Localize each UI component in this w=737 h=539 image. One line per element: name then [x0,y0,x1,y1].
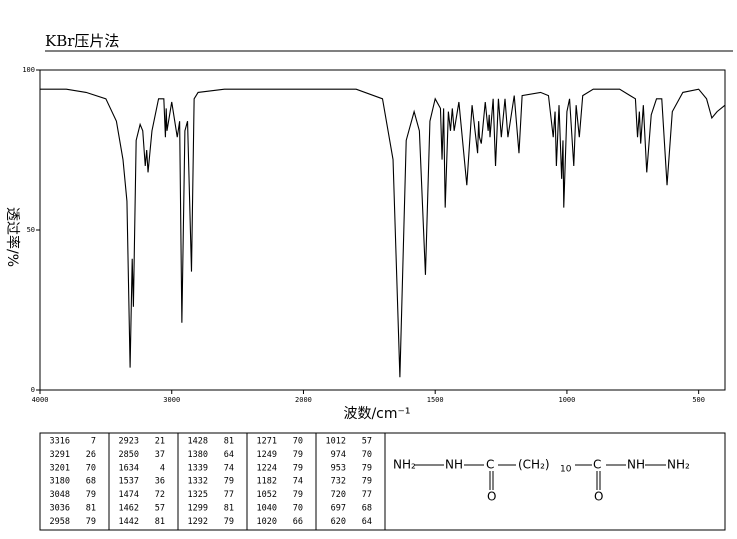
atom: NH [445,458,463,472]
y-axis-label: 透过率/% [4,207,21,267]
peak-transmittance: 79 [86,517,96,527]
y-tick-label: 0 [31,386,35,394]
peak-wavenumber: 1634 [119,463,139,473]
peak-transmittance: 77 [224,490,234,500]
peak-transmittance: 64 [362,517,372,527]
peak-wavenumber: 1332 [188,477,208,487]
peak-transmittance: 70 [362,450,372,460]
peak-transmittance: 74 [293,477,303,487]
peak-wavenumber: 2958 [50,517,70,527]
chart-title: KBr压片法 [45,32,119,50]
peak-wavenumber: 1292 [188,517,208,527]
peak-transmittance: 68 [86,477,96,487]
peak-wavenumber: 3180 [50,477,70,487]
peak-wavenumber: 3036 [50,504,70,514]
peak-table: 3316 7 3291 26 3201 70 3180 68 3048 79 3036 81 2958 7… [50,433,372,530]
spectrum-line [40,88,726,378]
x-tick-label: 1000 [558,396,575,404]
y-tick-label: 50 [27,226,35,234]
peak-transmittance: 57 [362,437,372,447]
atom: NH [627,458,645,472]
peak-wavenumber: 720 [331,490,346,500]
x-tick-label: 4000 [32,396,49,404]
peak-wavenumber: 1020 [257,517,277,527]
peak-transmittance: 79 [86,490,96,500]
peak-transmittance: 79 [224,517,234,527]
peak-wavenumber: 953 [331,463,346,473]
peak-transmittance: 7 [91,437,96,447]
peak-wavenumber: 1474 [119,490,139,500]
peak-wavenumber: 3316 [50,437,70,447]
peak-wavenumber: 3291 [50,450,70,460]
peak-transmittance: 4 [160,463,165,473]
peak-transmittance: 66 [293,517,303,527]
atom: NH₂ [667,458,690,472]
peak-transmittance: 70 [293,504,303,514]
peak-wavenumber: 697 [331,504,346,514]
peak-transmittance: 79 [362,463,372,473]
x-tick-label: 2000 [295,396,312,404]
peak-transmittance: 70 [86,463,96,473]
subscript: 10 [560,465,572,475]
peak-transmittance: 36 [155,477,165,487]
x-tick-label: 500 [692,396,705,404]
peak-wavenumber: 2923 [119,437,139,447]
peak-transmittance: 81 [155,517,165,527]
peak-transmittance: 79 [224,477,234,487]
peak-transmittance: 70 [293,437,303,447]
peak-wavenumber: 732 [331,477,346,487]
peak-transmittance: 21 [155,437,165,447]
peak-wavenumber: 1052 [257,490,277,500]
peak-wavenumber: 1249 [257,450,277,460]
y-tick-label: 100 [22,66,35,74]
peak-transmittance: 79 [362,477,372,487]
peak-wavenumber: 1339 [188,463,208,473]
structure: NH₂ NH C O (CH₂) 10 C O NH NH₂ [393,458,690,504]
group: (CH₂) [518,458,550,472]
peak-transmittance: 79 [293,450,303,460]
plot-frame [39,69,726,391]
x-tick-label: 3000 [163,396,180,404]
peak-wavenumber: 620 [331,517,346,527]
peak-wavenumber: 1442 [119,517,139,527]
x-tick-label: 1500 [427,396,444,404]
atom: C [593,458,601,472]
peak-transmittance: 68 [362,504,372,514]
peak-wavenumber: 1537 [119,477,139,487]
peak-wavenumber: 2850 [119,450,139,460]
peak-transmittance: 81 [86,504,96,514]
peak-transmittance: 79 [293,463,303,473]
atom: NH₂ [393,458,416,472]
peak-wavenumber: 1428 [188,437,208,447]
peak-transmittance: 37 [155,450,165,460]
x-axis-label: 波数/cm⁻¹ [343,406,410,422]
peak-transmittance: 81 [224,437,234,447]
peak-wavenumber: 1224 [257,463,277,473]
peak-transmittance: 81 [224,504,234,514]
peak-wavenumber: 1040 [257,504,277,514]
atom: C [486,458,494,472]
peak-transmittance: 72 [155,490,165,500]
peak-wavenumber: 3048 [50,490,70,500]
peak-wavenumber: 1462 [119,504,139,514]
peak-transmittance: 64 [224,450,234,460]
peak-transmittance: 57 [155,504,165,514]
peak-wavenumber: 1182 [257,477,277,487]
peak-wavenumber: 974 [331,450,346,460]
peak-transmittance: 74 [224,463,234,473]
peak-wavenumber: 1380 [188,450,208,460]
peak-wavenumber: 1325 [188,490,208,500]
peak-wavenumber: 1271 [257,437,277,447]
atom: O [594,490,603,504]
peak-wavenumber: 3201 [50,463,70,473]
table-frame [39,432,726,531]
atom: O [487,490,496,504]
peak-wavenumber: 1299 [188,504,208,514]
peak-transmittance: 79 [293,490,303,500]
peak-wavenumber: 1012 [326,437,346,447]
peak-transmittance: 26 [86,450,96,460]
peak-transmittance: 77 [362,490,372,500]
